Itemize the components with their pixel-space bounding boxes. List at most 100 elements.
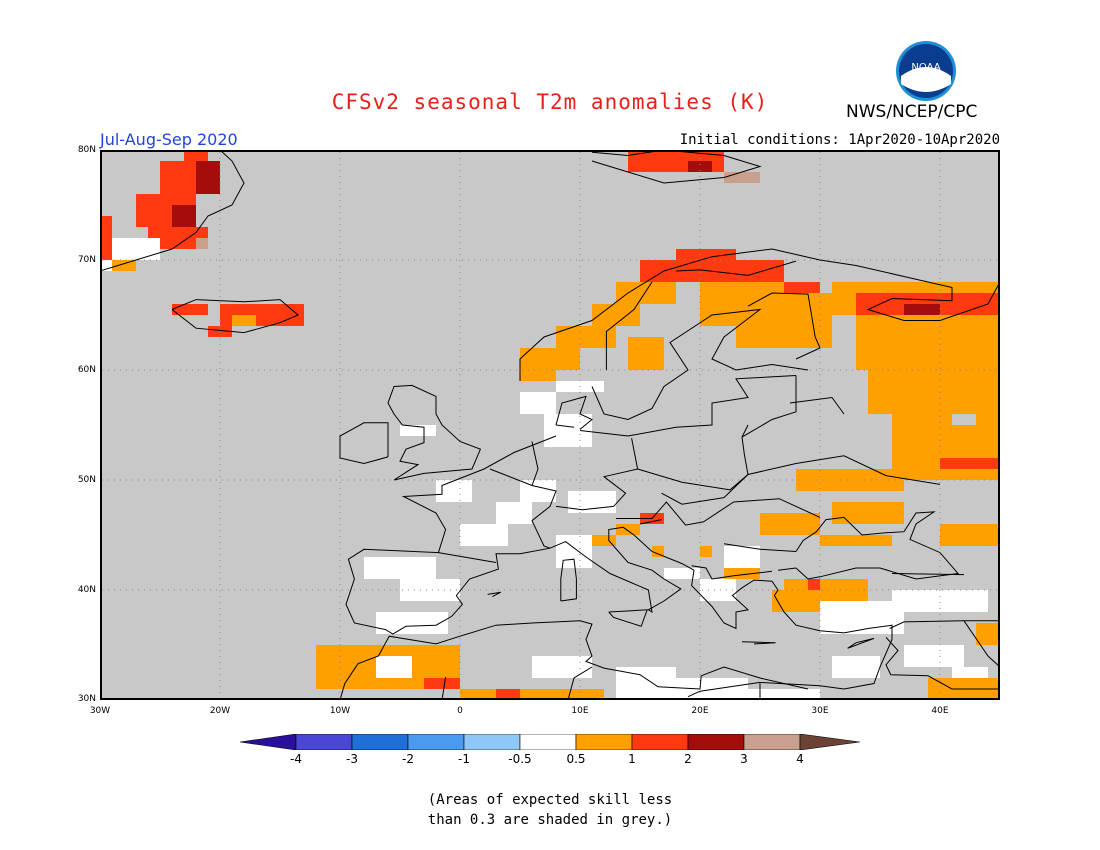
anomaly-cell — [832, 656, 880, 678]
anomaly-cell — [556, 326, 616, 348]
anomaly-cell — [976, 623, 1000, 645]
anomaly-cell — [700, 579, 736, 601]
coastline — [555, 395, 593, 430]
anomaly-cell — [940, 524, 1000, 546]
coastline — [661, 492, 725, 505]
anomaly-cell — [112, 238, 160, 260]
color-bar-tick-label: 2 — [684, 752, 692, 766]
lon-label-20e: 20E — [691, 706, 709, 716]
anomaly-cell — [172, 304, 208, 315]
anomaly-cell — [592, 535, 616, 546]
coastline — [616, 498, 821, 526]
anomaly-cell — [892, 590, 988, 612]
lon-label-10w: 10W — [329, 706, 351, 716]
anomaly-cell — [772, 590, 820, 612]
color-bar — [240, 734, 860, 750]
season-label: Jul-Aug-Sep 2020 — [100, 130, 238, 149]
color-bar-segment — [463, 734, 521, 750]
noaa-logo: NOAA — [896, 41, 956, 101]
anomaly-cell — [820, 535, 892, 546]
svg-text:NOAA: NOAA — [911, 62, 940, 73]
anomaly-cell — [724, 546, 760, 568]
lon-label-30w: 30W — [89, 706, 111, 716]
coastline — [789, 396, 845, 415]
coastline — [531, 441, 539, 486]
coastline — [387, 384, 482, 481]
chart-title: CFSv2 seasonal T2m anomalies (K) — [331, 90, 769, 114]
anomaly-cell — [232, 315, 256, 326]
coastline — [747, 292, 821, 360]
anomaly-map — [99, 149, 1025, 701]
anomaly-cell — [436, 480, 472, 502]
anomaly-cell — [196, 238, 208, 249]
anomaly-cell — [832, 502, 904, 524]
coastline — [567, 666, 593, 701]
coastline — [675, 260, 797, 276]
org-label: NWS/NCEP/CPC — [846, 102, 978, 122]
anomaly-cell — [940, 458, 1000, 469]
anomaly-cell — [172, 205, 196, 227]
anomaly-cell — [676, 249, 736, 260]
coastline — [891, 573, 965, 576]
anomaly-cell — [112, 260, 136, 271]
coastline — [639, 519, 662, 525]
skill-note-line-2: than 0.3 are shaded in grey.) — [427, 812, 673, 828]
anomaly-cell — [784, 293, 832, 304]
map-canvas — [99, 149, 1025, 701]
anomaly-cell — [520, 480, 556, 502]
anomaly-cell — [460, 524, 508, 546]
anomaly-cell — [904, 645, 964, 667]
anomaly-cell — [184, 150, 208, 161]
lon-label-40e: 40E — [931, 706, 949, 716]
color-bar-tick-label: 4 — [796, 752, 804, 766]
anomaly-cell — [856, 315, 1000, 370]
color-bar-tick-label: 3 — [740, 752, 748, 766]
anomaly-cell — [868, 370, 1000, 414]
anomaly-cell — [724, 568, 760, 579]
coastline — [591, 149, 762, 184]
anomaly-cell — [520, 370, 556, 381]
lon-label-20w: 20W — [209, 706, 231, 716]
color-bar-tick-label: -1 — [458, 752, 470, 766]
coastline — [441, 676, 447, 701]
coastline — [691, 565, 773, 580]
anomaly-cell — [496, 689, 520, 700]
coastline — [795, 511, 959, 580]
anomaly-cell — [760, 513, 820, 535]
coastline — [591, 308, 809, 421]
anomaly-cell — [952, 414, 976, 425]
coastline — [171, 299, 299, 334]
anomaly-cell — [868, 678, 916, 700]
graticule — [102, 152, 998, 698]
coastline — [345, 435, 893, 698]
coastline — [555, 424, 575, 428]
coastline — [777, 567, 797, 571]
anomaly-cell — [688, 161, 712, 172]
anomaly-cell — [820, 601, 904, 634]
coastline — [885, 636, 1000, 690]
color-bar-tick-label: 1 — [628, 752, 636, 766]
coastline — [487, 591, 502, 598]
initial-conditions-label: Initial conditions: 1Apr2020-10Apr2020 — [679, 132, 1000, 148]
lat-label-60n: 60N — [77, 365, 96, 375]
coastline — [438, 552, 497, 563]
anomaly-cell — [652, 546, 664, 557]
anomaly-cell — [424, 678, 460, 689]
coastline — [608, 609, 648, 627]
color-bar-segment — [351, 734, 409, 750]
anomaly-cell — [892, 414, 1000, 480]
lat-label-30n: 30N — [77, 694, 96, 704]
coastline — [741, 641, 776, 645]
coastline — [741, 375, 797, 438]
anomaly-cell — [616, 282, 676, 304]
anomaly-cell — [580, 689, 604, 700]
anomaly-cell — [592, 304, 640, 326]
color-bar-tick-label: -3 — [346, 752, 358, 766]
anomaly-cell — [748, 689, 820, 700]
lat-label-40n: 40N — [77, 585, 96, 595]
anomaly-cell — [376, 612, 448, 634]
anomaly-cell — [628, 337, 664, 370]
anomaly-cell — [364, 557, 436, 579]
coastline — [339, 422, 389, 465]
color-bar-segment — [295, 734, 353, 750]
